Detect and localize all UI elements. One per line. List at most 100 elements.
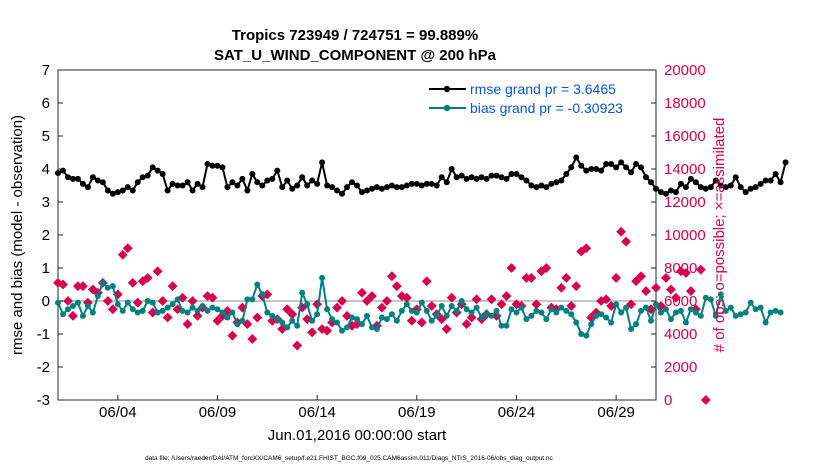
- rmse-point: [234, 182, 241, 189]
- y2-tick-label: 10000: [664, 227, 706, 244]
- obs-count-marker: [700, 395, 711, 405]
- bias-point: [762, 319, 769, 326]
- bias-point: [179, 307, 186, 314]
- bias-point: [259, 291, 266, 298]
- y2-tick-label: 12000: [664, 194, 706, 211]
- bias-point: [548, 306, 555, 313]
- rmse-point: [618, 159, 625, 166]
- rmse-point: [653, 185, 659, 192]
- obs-count-marker: [621, 236, 632, 247]
- rmse-point: [433, 182, 440, 189]
- bias-point: [603, 314, 610, 321]
- bias-point: [309, 317, 316, 324]
- bias-point: [74, 299, 81, 306]
- rmse-point: [443, 179, 450, 186]
- rmse-point: [722, 184, 729, 191]
- rmse-point: [468, 174, 475, 181]
- bias-point: [229, 309, 236, 316]
- rmse-point: [129, 187, 136, 194]
- rmse-point: [179, 182, 186, 189]
- y-tick-label: 3: [42, 194, 50, 211]
- bias-point: [568, 311, 575, 318]
- bias-point: [354, 316, 360, 323]
- bias-point: [588, 321, 595, 328]
- obs-count-marker: [661, 272, 671, 283]
- obs-count-marker: [152, 266, 163, 277]
- obs-count-marker: [421, 276, 432, 287]
- rmse-point: [219, 164, 226, 171]
- bias-point: [344, 324, 351, 331]
- rmse-point: [194, 180, 201, 187]
- legend-bias-marker: [443, 104, 451, 112]
- obs-count-marker: [466, 312, 477, 323]
- bias-point: [169, 301, 176, 308]
- rmse-point: [623, 164, 630, 171]
- obs-count-marker: [651, 282, 661, 293]
- obs-count-marker: [391, 281, 402, 292]
- obs-count-marker: [486, 294, 497, 305]
- obs-count-marker: [122, 243, 133, 254]
- bias-point: [84, 302, 91, 309]
- rmse-point: [682, 184, 689, 191]
- rmse-point: [782, 159, 789, 166]
- rmse-point: [229, 179, 236, 186]
- obs-count-marker: [381, 296, 392, 306]
- bias-point: [707, 296, 714, 303]
- rmse-point: [299, 174, 306, 181]
- y2-tick-label: 14000: [664, 161, 706, 178]
- bias-point: [164, 304, 171, 311]
- plot-area: [57, 69, 657, 401]
- rmse-point: [304, 182, 311, 189]
- bias-point: [329, 316, 336, 323]
- obs-count-marker: [167, 281, 178, 292]
- bias-point: [653, 301, 659, 308]
- rmse-point: [149, 164, 156, 171]
- bias-point: [667, 316, 674, 323]
- rmse-point: [553, 179, 560, 186]
- obs-count-marker: [581, 243, 592, 254]
- rmse-point: [707, 184, 714, 191]
- rmse-point: [264, 177, 271, 184]
- rmse-point: [573, 154, 580, 161]
- rmse-point: [568, 164, 575, 171]
- bias-point: [299, 289, 306, 296]
- y2-tick-label: 18000: [664, 95, 706, 112]
- rmse-point: [314, 180, 321, 187]
- rmse-point: [114, 189, 121, 196]
- bias-point: [174, 296, 181, 303]
- rmse-point: [498, 174, 505, 181]
- rmse-point: [134, 179, 141, 186]
- obs-count-marker: [680, 268, 691, 278]
- rmse-point: [249, 170, 256, 177]
- rmse-point: [672, 189, 679, 196]
- rmse-point: [712, 177, 719, 184]
- obs-count-marker: [332, 302, 342, 313]
- rmse-point: [473, 175, 480, 182]
- rmse-point: [687, 175, 694, 182]
- bias-point: [194, 307, 201, 314]
- bias-point: [712, 312, 719, 319]
- chart-title: Tropics 723949 / 724751 = 99.889%: [232, 27, 478, 44]
- bias-point: [458, 298, 465, 304]
- rmse-point: [259, 182, 266, 189]
- obs-count-marker: [247, 334, 258, 344]
- rmse-point: [368, 185, 375, 192]
- bias-point: [224, 314, 231, 321]
- obs-count-marker: [601, 294, 612, 305]
- rmse-point: [563, 170, 570, 177]
- obs-count-marker: [107, 304, 118, 315]
- rmse-point: [139, 174, 146, 181]
- rmse-point: [94, 177, 101, 184]
- obs-count-marker: [406, 315, 417, 326]
- bias-point: [528, 312, 535, 319]
- rmse-point: [269, 175, 276, 182]
- bias-point: [608, 319, 615, 326]
- obs-count-marker: [367, 291, 377, 301]
- rmse-point: [59, 167, 66, 174]
- rmse-point: [244, 187, 251, 194]
- bias-point: [294, 322, 301, 329]
- bias-point: [692, 309, 699, 316]
- bias-point: [573, 319, 580, 326]
- rmse-point: [677, 180, 684, 187]
- y2-tick-label: 2000: [664, 359, 697, 376]
